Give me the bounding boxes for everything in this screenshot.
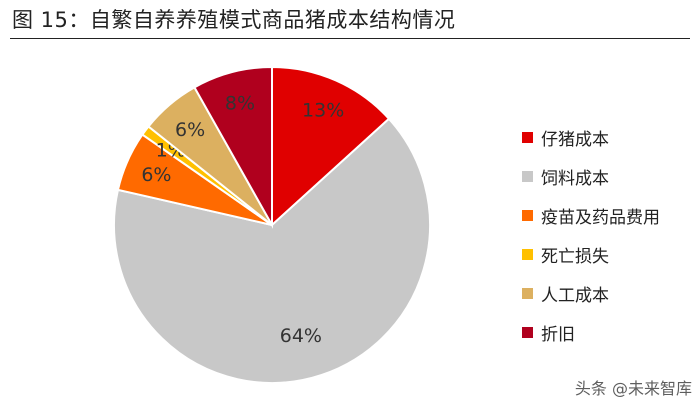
pie-slice-6 — [193, 65, 273, 229]
legend-label: 仔猪成本 — [541, 130, 609, 150]
legend-label: 疫苗及药品费用 — [541, 208, 660, 228]
data-label-1: 13% — [302, 99, 344, 121]
legend-item-4: 死亡损失 — [522, 235, 692, 274]
legend-label: 死亡损失 — [541, 247, 609, 267]
legend-swatch — [522, 249, 533, 260]
legend-label: 饲料成本 — [541, 169, 609, 189]
data-label-2: 64% — [280, 325, 322, 347]
figure-title-bar: 图 15：自繁自养养殖模式商品猪成本结构情况 — [10, 0, 690, 39]
legend-item-6: 折旧 — [522, 313, 692, 352]
legend-label: 人工成本 — [541, 286, 609, 306]
legend-swatch — [522, 327, 533, 338]
legend-swatch — [522, 210, 533, 221]
data-label-6: 8% — [225, 93, 255, 115]
chart-legend: 仔猪成本饲料成本疫苗及药品费用 死亡损失人工成本折旧 — [522, 118, 692, 352]
legend-swatch — [522, 171, 533, 182]
legend-item-5: 人工成本 — [522, 274, 692, 313]
watermark: 头条 @未来智库 — [574, 379, 692, 398]
pie-slice-1 — [271, 65, 391, 228]
figure-title: 图 15：自繁自养养殖模式商品猪成本结构情况 — [12, 8, 456, 32]
legend-label: 折旧 — [541, 325, 575, 345]
legend-item-1: 仔猪成本 — [522, 118, 692, 157]
data-label-5: 6% — [175, 119, 205, 141]
pie-slice-2 — [113, 117, 431, 384]
legend-swatch — [522, 288, 533, 299]
legend-item-2: 饲料成本 — [522, 157, 692, 196]
legend-swatch — [522, 132, 533, 143]
legend-item-3: 疫苗及药品费用 — [522, 196, 692, 235]
data-label-3: 6% — [141, 164, 171, 186]
